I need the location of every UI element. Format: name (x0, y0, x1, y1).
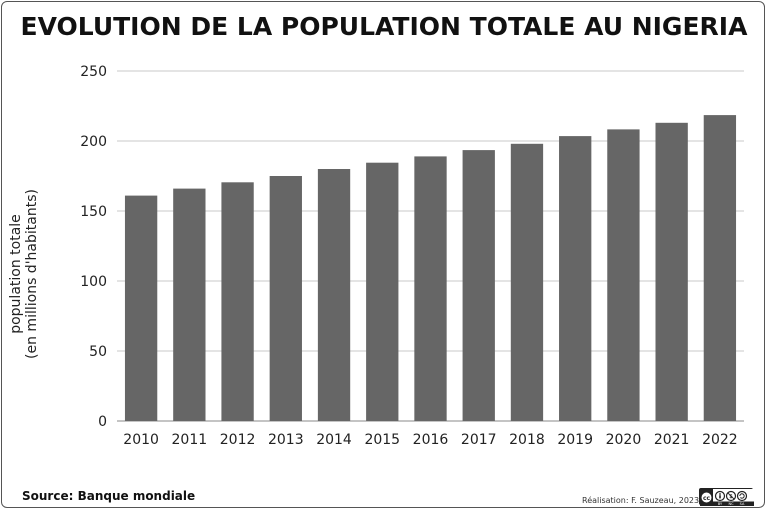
chart-title: EVOLUTION DE LA POPULATION TOTALE AU NIG… (20, 12, 748, 41)
x-tick-label: 2011 (172, 432, 208, 448)
x-tick-label: 2021 (654, 432, 690, 448)
bar-2021 (655, 122, 688, 422)
y-tick-label: 0 (98, 414, 107, 430)
y-tick-label: 250 (80, 64, 107, 80)
x-tick-label: 2017 (461, 432, 497, 448)
x-tick-label: 2012 (220, 432, 256, 448)
y-tick-label: 150 (80, 204, 107, 220)
bar-2018 (510, 143, 544, 422)
bar-2016 (414, 156, 447, 421)
bar-2011 (173, 188, 206, 421)
x-tick-label: 2018 (509, 432, 545, 448)
x-tick-label: 2010 (123, 432, 159, 448)
x-tick-label: 2015 (364, 432, 400, 448)
bar-2017 (462, 150, 495, 421)
y-axis-label-line2: (en millions d'habitants) (24, 189, 40, 359)
svg-text:cc: cc (703, 495, 711, 502)
bar-2014 (317, 169, 351, 421)
bar-2022 (703, 115, 737, 421)
source-note: Source: Banque mondiale (22, 489, 196, 503)
bar-2019 (559, 136, 592, 421)
y-axis-ticks: 0 50 100 150 200 250 (80, 64, 107, 430)
creative-commons-by-nc-sa-icon: cc $ BY NC SA (699, 488, 754, 506)
svg-text:BY: BY (718, 502, 723, 506)
bar-2013 (269, 176, 302, 421)
x-tick-label: 2020 (606, 432, 642, 448)
credit-note: Réalisation: F. Sauzeau, 2023 (582, 496, 700, 505)
x-axis-ticks: 2010 2011 2012 2013 2014 2015 2016 2017 2018 2019… (123, 432, 737, 448)
bars (124, 115, 737, 422)
y-axis-label-line1: population totale (8, 214, 24, 334)
svg-text:SA: SA (740, 502, 745, 506)
x-tick-label: 2019 (557, 432, 593, 448)
bar-2015 (366, 162, 399, 421)
y-tick-label: 200 (80, 134, 107, 150)
svg-text:NC: NC (728, 502, 734, 506)
x-tick-label: 2016 (413, 432, 449, 448)
y-tick-label: 50 (89, 344, 107, 360)
y-tick-label: 100 (80, 274, 107, 290)
x-tick-label: 2022 (702, 432, 738, 448)
x-tick-label: 2014 (316, 432, 352, 448)
svg-text:$: $ (729, 494, 733, 500)
bar-2010 (124, 195, 158, 421)
bar-2020 (607, 129, 640, 421)
bar-2012 (221, 182, 254, 421)
x-tick-label: 2013 (268, 432, 304, 448)
